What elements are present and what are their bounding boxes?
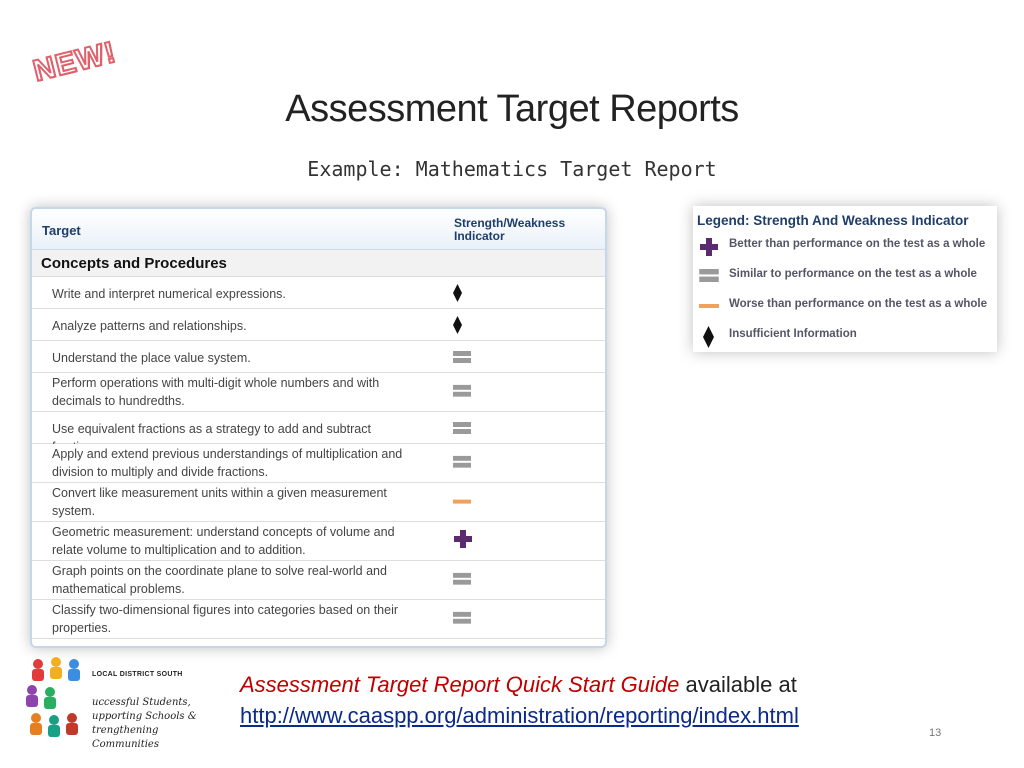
legend-item-insufficient: Insufficient Information: [693, 324, 997, 348]
table-row: Convert like measurement units within a …: [32, 483, 605, 522]
puzzle-people-logo-icon: [26, 657, 80, 737]
legend-label: Similar to performance on the test as a …: [729, 268, 977, 280]
legend-item-similar: Similar to performance on the test as a …: [693, 264, 997, 288]
guide-title: Assessment Target Report Quick Start Gui…: [240, 672, 680, 697]
table-row: Apply and extend previous understandings…: [32, 444, 605, 483]
target-description: Apply and extend previous understandings…: [52, 447, 403, 479]
similar-equal-icon: [453, 350, 471, 363]
target-description: Geometric measurement: understand concep…: [52, 525, 395, 557]
page-number: 13: [929, 727, 942, 739]
table-row: Use equivalent fractions as a strategy t…: [32, 412, 605, 454]
better-plus-icon: [453, 529, 473, 549]
slide-subtitle: Example: Mathematics Target Report: [307, 157, 717, 181]
table-row: Understand the place value system.: [32, 341, 605, 373]
target-description: Graph points on the coordinate plane to …: [52, 564, 387, 596]
report-header: Target Strength/Weakness Indicator: [32, 209, 605, 250]
legend-label: Worse than performance on the test as a …: [729, 298, 987, 310]
table-row: Perform operations with multi-digit whol…: [32, 373, 605, 412]
target-description: Understand the place value system.: [52, 351, 251, 365]
table-row: Classify two-dimensional figures into ca…: [32, 600, 605, 639]
similar-equal-icon: [453, 421, 471, 434]
table-row: Analyze patterns and relationships.: [32, 309, 605, 341]
slide-title: Assessment Target Reports: [285, 88, 739, 130]
legend-label: Better than performance on the test as a…: [729, 238, 986, 250]
logo-brand-text: LOCAL DISTRICT SOUTH: [92, 671, 183, 678]
legend-item-worse: Worse than performance on the test as a …: [693, 294, 997, 318]
similar-equal-icon: [453, 384, 471, 397]
guide-link[interactable]: http://www.caaspp.org/administration/rep…: [240, 703, 799, 728]
insufficient-diamond-icon: [703, 326, 714, 348]
district-logo: LOCAL DISTRICT SOUTH uccessful Students,…: [24, 656, 224, 750]
legend-panel: Legend: Strength And Weakness Indicator …: [693, 206, 997, 352]
section-concepts-and-procedures: Concepts and Procedures: [32, 250, 605, 277]
table-row: Write and interpret numerical expression…: [32, 277, 605, 309]
guide-suffix: available at: [679, 672, 797, 697]
table-row: Geometric measurement: understand concep…: [32, 522, 605, 561]
worse-dash-icon: [699, 304, 719, 308]
better-plus-icon: [699, 237, 719, 257]
similar-equal-icon: [453, 611, 471, 624]
similar-equal-icon: [453, 455, 471, 468]
legend-item-better: Better than performance on the test as a…: [693, 234, 997, 258]
target-report-panel: Target Strength/Weakness Indicator Conce…: [30, 207, 607, 648]
table-row: Graph points on the coordinate plane to …: [32, 561, 605, 600]
target-description: Analyze patterns and relationships.: [52, 319, 247, 333]
legend-label: Insufficient Information: [729, 328, 857, 340]
target-description: Write and interpret numerical expression…: [52, 287, 286, 301]
logo-tagline: uccessful Students, upporting Schools & …: [92, 697, 197, 750]
target-description: Classify two-dimensional figures into ca…: [52, 603, 399, 635]
legend-title: Legend: Strength And Weakness Indicator: [697, 213, 969, 228]
worse-dash-icon: [453, 499, 471, 504]
guide-caption: Assessment Target Report Quick Start Gui…: [240, 672, 797, 698]
target-description: Perform operations with multi-digit whol…: [52, 376, 380, 408]
column-header-target: Target: [42, 223, 81, 238]
similar-equal-icon: [453, 572, 471, 585]
target-description: Convert like measurement units within a …: [52, 486, 387, 518]
insufficient-diamond-icon: [453, 315, 462, 334]
column-header-indicator: Strength/Weakness Indicator: [454, 216, 566, 243]
insufficient-diamond-icon: [453, 283, 462, 302]
new-stamp: NEW!: [29, 35, 120, 89]
similar-equal-icon: [699, 269, 719, 282]
